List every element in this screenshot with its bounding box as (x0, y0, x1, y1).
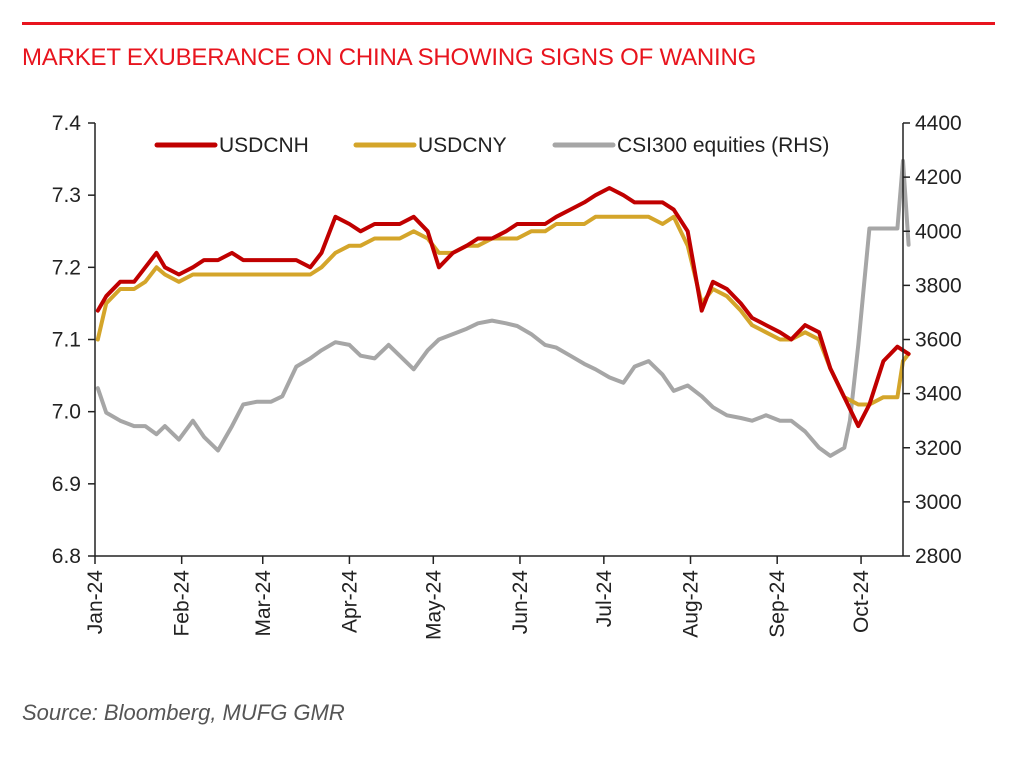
legend-label: CSI300 equities (RHS) (617, 134, 829, 157)
x-tick-label: Sep-24 (766, 570, 789, 638)
y-right-tick-label: 3400 (915, 383, 962, 406)
x-tick-label: Feb-24 (171, 570, 194, 637)
series-line-usdcny (95, 214, 911, 407)
y-right-tick-label: 3200 (915, 437, 962, 460)
x-tick-label: Oct-24 (850, 570, 873, 633)
legend-label: USDCNH (219, 134, 309, 157)
source-note: Source: Bloomberg, MUFG GMR (22, 700, 345, 725)
x-tick-label: Apr-24 (338, 570, 361, 633)
y-right-tick-label: 4400 (915, 112, 962, 135)
y-left-tick-label: 7.1 (52, 329, 81, 352)
header-rule (22, 22, 995, 25)
series-layer (95, 158, 911, 458)
axis-layer: 6.8 6.9 7.0 7.1 7.2 7.3 7.4 2800 3000 3200 3400 360… (52, 112, 962, 640)
x-tick-label: Mar-24 (252, 570, 275, 637)
x-tick-label: Aug-24 (680, 570, 703, 638)
y-right-tick-label: 4000 (915, 220, 962, 243)
x-tick-label: Jul-24 (593, 570, 616, 628)
legend-label: USDCNY (418, 134, 507, 157)
y-right-tick-label: 3800 (915, 274, 962, 297)
x-tick-label: Jun-24 (509, 570, 532, 635)
y-right-tick-label: 3000 (915, 491, 962, 514)
y-left-tick-label: 6.8 (52, 545, 81, 568)
y-left-tick-label: 7.0 (52, 401, 81, 424)
x-tick-label: Jan-24 (84, 570, 107, 635)
y-right-tick-label: 4200 (915, 166, 962, 189)
series-line-usdcnh (95, 186, 911, 429)
y-left-tick-label: 7.4 (52, 112, 82, 135)
y-right-tick-label: 3600 (915, 329, 962, 352)
series-line-csi300-equities-rhs (95, 158, 911, 458)
y-left-tick-label: 7.3 (52, 184, 81, 207)
y-left-tick-label: 7.2 (52, 256, 81, 279)
y-right-tick-label: 2800 (915, 545, 962, 568)
chart-legend: USDCNH USDCNY CSI300 equities (RHS) (154, 134, 829, 157)
x-tick-label: May-24 (422, 570, 445, 640)
y-left-tick-label: 6.9 (52, 473, 81, 496)
chart-title: MARKET EXUBERANCE ON CHINA SHOWING SIGNS… (22, 44, 757, 71)
